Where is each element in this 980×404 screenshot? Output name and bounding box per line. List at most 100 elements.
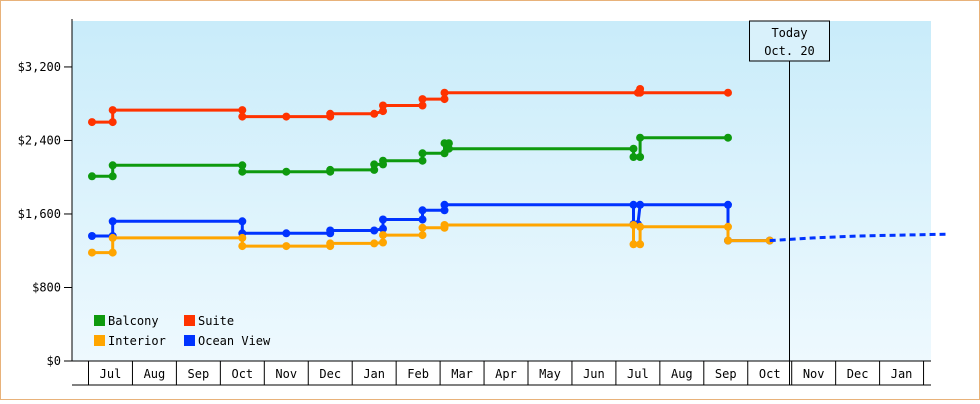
data-point-ocean-view — [636, 200, 645, 209]
data-point-balcony — [370, 160, 379, 169]
x-tick-label: Mar — [451, 367, 473, 381]
data-point-suite — [108, 118, 117, 127]
x-tick-label: Sep — [715, 367, 737, 381]
data-point-interior — [108, 233, 117, 242]
data-point-suite — [370, 109, 379, 118]
data-point-interior — [724, 222, 732, 231]
data-point-suite — [440, 95, 449, 104]
data-point-interior — [282, 242, 291, 251]
data-point-interior — [636, 222, 645, 231]
data-point-balcony — [108, 172, 117, 181]
data-point-ocean-view — [88, 232, 96, 240]
x-tick-label: Aug — [144, 367, 166, 381]
x-tick-label: Dec — [319, 367, 341, 381]
data-point-suite — [88, 118, 96, 127]
data-point-interior — [238, 233, 247, 242]
data-point-balcony — [379, 156, 387, 165]
y-tick-label: $3,200 — [18, 60, 61, 74]
data-point-ocean-view — [724, 200, 732, 209]
data-point-suite — [238, 106, 247, 115]
x-tick-label: Sep — [188, 367, 210, 381]
data-point-suite — [326, 109, 335, 118]
data-point-ocean-view — [379, 224, 387, 233]
data-point-balcony — [238, 167, 247, 176]
y-tick-label: $800 — [32, 280, 61, 294]
legend-swatch-suite — [184, 315, 195, 326]
legend-label-balcony: Balcony — [108, 314, 159, 328]
data-point-interior — [629, 221, 638, 229]
x-tick-label: Aug — [671, 367, 693, 381]
x-tick-label: Apr — [495, 367, 517, 381]
data-point-balcony — [636, 133, 645, 142]
x-tick-label: Nov — [803, 367, 825, 381]
data-point-ocean-view — [440, 200, 449, 209]
x-tick-label: Dec — [847, 367, 869, 381]
data-point-ocean-view — [379, 215, 387, 224]
y-tick-label: $0 — [47, 354, 61, 368]
data-point-balcony — [282, 167, 291, 176]
data-point-balcony — [326, 165, 335, 174]
data-point-ocean-view — [370, 226, 379, 235]
data-point-interior — [379, 238, 387, 247]
data-point-interior — [379, 231, 387, 240]
data-point-ocean-view — [440, 206, 449, 215]
data-point-interior — [88, 248, 96, 257]
data-point-balcony — [629, 153, 638, 161]
data-point-interior — [108, 248, 117, 257]
legend-swatch-balcony — [94, 315, 105, 326]
series-line-interior — [92, 223, 770, 255]
data-point-interior — [629, 240, 638, 249]
data-point-balcony — [238, 161, 247, 170]
x-tick-label: Nov — [275, 367, 297, 381]
today-label-line2: Oct. 20 — [764, 44, 815, 58]
data-point-balcony — [88, 172, 96, 181]
today-label-box — [749, 20, 831, 62]
today-label-line1: Today — [771, 26, 807, 40]
data-point-ocean-view — [238, 217, 247, 226]
data-point-balcony — [629, 144, 638, 153]
data-point-ocean-view — [629, 200, 638, 209]
legend-label-ocean-view: Ocean View — [198, 334, 271, 348]
data-point-suite — [440, 88, 449, 97]
data-point-ocean-view — [108, 217, 117, 226]
data-point-interior — [724, 236, 732, 245]
data-point-suite — [379, 107, 387, 116]
x-tick-label: Jul — [100, 367, 122, 381]
x-tick-label: Jan — [891, 367, 913, 381]
x-tick-label: Oct — [759, 367, 781, 381]
data-point-balcony — [108, 161, 117, 170]
data-point-balcony — [444, 144, 453, 153]
data-point-suite — [418, 101, 427, 110]
data-point-interior — [238, 242, 247, 251]
x-tick-label: Feb — [407, 367, 429, 381]
data-point-suite — [418, 95, 427, 104]
data-point-ocean-view — [418, 206, 427, 215]
y-tick-label: $1,600 — [18, 207, 61, 221]
x-tick-label: Jan — [363, 367, 385, 381]
data-point-suite — [636, 88, 645, 97]
data-point-suite — [724, 88, 732, 97]
x-tick-label: Jul — [627, 367, 649, 381]
data-point-balcony — [370, 165, 379, 174]
legend-swatch-interior — [94, 335, 105, 346]
data-point-ocean-view — [282, 229, 291, 238]
legend-label-suite: Suite — [198, 314, 234, 328]
data-point-suite — [379, 101, 387, 110]
data-point-suite — [238, 112, 247, 121]
data-point-balcony — [724, 133, 732, 142]
data-point-balcony — [418, 156, 427, 165]
data-point-suite — [108, 106, 117, 115]
data-point-interior — [418, 231, 427, 240]
series-line-ocean-view — [92, 203, 770, 243]
data-point-interior — [440, 221, 449, 229]
legend-swatch-ocean-view — [184, 335, 195, 346]
data-point-interior — [326, 239, 335, 248]
data-point-ocean-view — [418, 215, 427, 224]
y-tick-label: $2,400 — [18, 133, 61, 147]
x-tick-label: Jun — [583, 367, 605, 381]
data-point-ocean-view — [326, 226, 335, 235]
data-point-suite — [282, 112, 291, 121]
x-tick-label: Oct — [231, 367, 253, 381]
